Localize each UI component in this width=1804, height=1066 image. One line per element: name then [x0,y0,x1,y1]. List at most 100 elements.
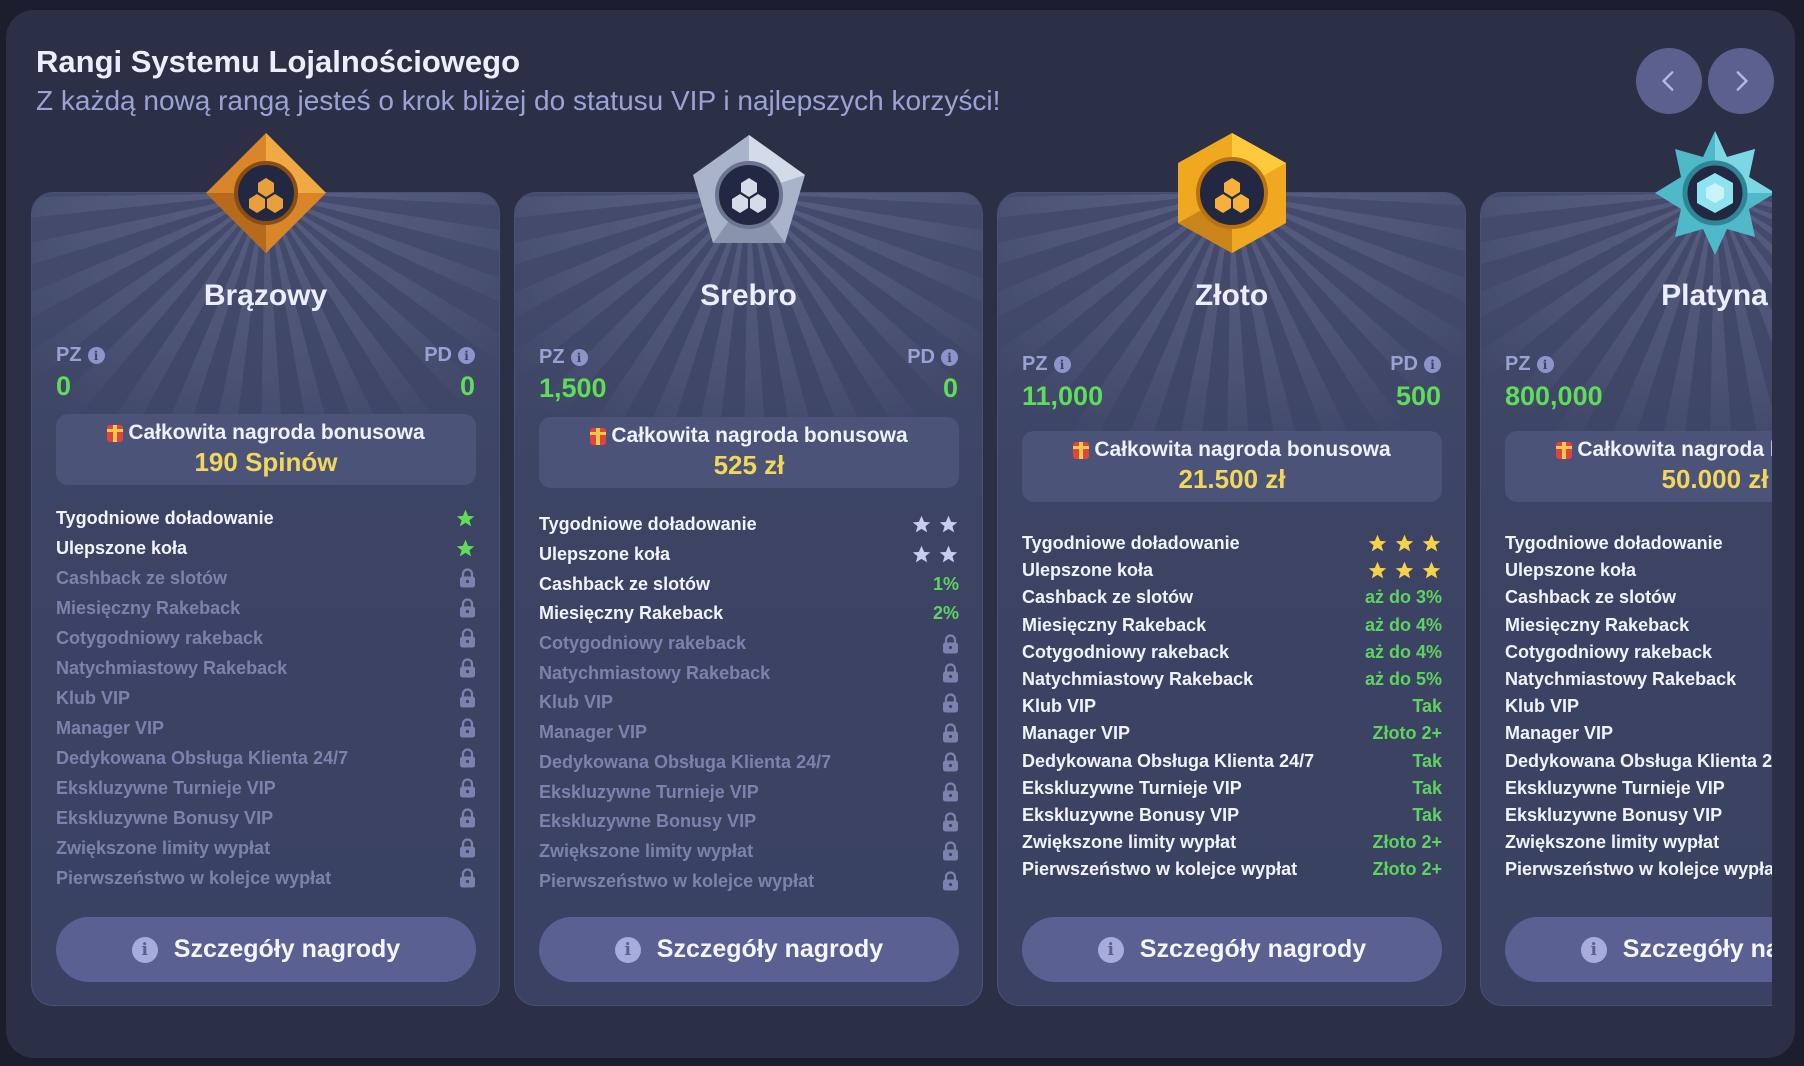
gift-icon [1073,441,1090,459]
feature-name: Manager VIP [56,717,165,738]
pd-label: PD i [1390,353,1441,376]
lock-icon [943,752,958,772]
feature-row: Tygodniowe doładowanie [56,503,476,533]
feature-name: Klub VIP [1022,696,1097,717]
feature-name: Dedykowana Obsługa Klienta 24/7 [539,751,832,772]
feature-value: 2% [932,603,959,624]
feature-name: Miesięczny Rakeback [1505,614,1690,635]
lock-icon [943,782,958,802]
feature-value-cell [459,568,476,588]
rank-card-2: Złoto PZ i PD i 11,000 500 Całkowita nagro… [997,133,1466,1006]
feature-value: aż do 3% [1364,587,1442,608]
feature-name: Ekskluzywne Turnieje VIP [1505,777,1725,798]
feature-row: Pierwszeństwo w kolejce wypłat [56,863,476,893]
reward-details-button[interactable]: i Szczegóły nagrody [539,917,959,982]
feature-name: Pierwszeństwo w kolejce wypłat [56,867,332,888]
feature-row: Dedykowana Obsługa Klienta 24/7 Tak [1022,748,1442,775]
feature-value-cell: 1% [933,574,959,595]
feature-row: Ekskluzywne Bonusy VIP [539,807,959,837]
reward-details-button[interactable]: i Szczegóły nagrody [1022,917,1442,982]
feature-value-cell: aż do 3% [1365,587,1442,608]
pz-label: PZ i [539,346,588,369]
star-icon [1422,562,1441,579]
lock-icon [943,693,958,713]
feature-name: Ekskluzywne Turnieje VIP [539,781,759,802]
feature-name: Cotygodniowy rakeback [1505,641,1713,662]
star-icon [1368,562,1387,579]
feature-row: Ekskluzywne Turnieje VIP [539,777,959,807]
feature-row: Tygodniowe doładowanie [539,510,959,540]
pz-label-text: PZ [539,346,565,368]
feature-row: Miesięczny Rakeback [1505,612,1772,639]
gift-icon [590,427,607,445]
bonus-label: Całkowita nagroda bonusowa [1094,438,1391,461]
bonus-label: Całkowita nagroda bonusowa [611,424,908,447]
feature-name: Miesięczny Rakeback [1022,614,1207,635]
reward-details-button[interactable]: i Szczegóły nagrody [1505,917,1772,982]
feature-value-cell: aż do 5% [1365,669,1442,690]
feature-name: Cotygodniowy rakeback [56,627,264,648]
feature-value-cell: Tak [1412,696,1442,717]
feature-value-cell: 2% [933,603,959,624]
feature-row: Klub VIP [1505,693,1772,720]
feature-name: Ulepszone koła [1022,560,1154,581]
info-icon[interactable]: i [941,349,958,366]
feature-row: Cotygodniowy rakeback [1505,639,1772,666]
feature-list: Tygodniowe doładowanie Ulepszone koła Cash… [1022,530,1442,883]
feature-value-cell [1367,560,1442,581]
info-icon[interactable]: i [1536,356,1554,373]
info-icon[interactable]: i [1053,356,1071,373]
feature-name: Miesięczny Rakeback [539,603,724,624]
rank-badge-icon [205,133,326,253]
gift-icon [107,424,124,442]
star-icon [1422,534,1441,552]
feature-value-cell: Tak [1412,751,1442,772]
chevron-right-icon [1736,71,1749,91]
feature-list: Tygodniowe doładowanie Ulepszone koła Cash… [539,510,959,896]
pz-label: PZ i [1505,353,1554,376]
feature-row: Ekskluzywne Turnieje VIP [56,773,476,803]
feature-value-cell [942,693,959,713]
feature-row: Pierwszeństwo w kolejce wypłat [539,866,959,896]
feature-name: Ekskluzywne Bonusy VIP [1022,804,1240,825]
feature-value-cell [459,628,476,648]
info-icon[interactable]: i [570,349,588,366]
star-icon [939,516,958,533]
reward-details-button[interactable]: i Szczegóły nagrody [56,917,476,982]
feature-name: Cotygodniowy rakeback [539,633,747,654]
lock-icon [943,871,958,891]
feature-row: Pierwszeństwo w kolejce wypłat [1505,856,1772,883]
feature-name: Ekskluzywne Turnieje VIP [1022,777,1242,798]
feature-row: Cashback ze slotów [56,563,476,593]
feature-value-cell [911,514,959,535]
reward-details-label: Szczegóły nagrody [173,935,401,963]
previous-button[interactable] [1636,48,1702,114]
info-icon[interactable]: i [458,347,475,364]
gift-icon [1556,441,1573,459]
rank-card-1: Srebro PZ i PD i 1,500 0 Całkowita nagroda… [514,135,983,1006]
feature-value-cell [459,718,476,738]
feature-name: Cashback ze slotów [1505,587,1677,608]
info-icon[interactable]: i [87,347,105,364]
info-icon: i [1580,936,1607,963]
star-icon [456,539,475,556]
pz-value: 1,500 [539,373,607,403]
feature-row: Tygodniowe doładowanie [1505,530,1772,557]
feature-row: Ulepszone koła [1505,557,1772,584]
feature-row: Dedykowana Obsługa Klienta 24/7 [1505,748,1772,775]
feature-value: Tak [1412,696,1442,717]
feature-row: Dedykowana Obsługa Klienta 24/7 [539,748,959,778]
feature-row: Zwiększone limity wypłat [1505,829,1772,856]
feature-value: Tak [1412,804,1442,825]
lock-icon [943,812,958,832]
feature-name: Ulepszone koła [56,537,188,558]
feature-name: Pierwszeństwo w kolejce wypłat [1022,859,1298,880]
pd-label: PD i [424,344,475,367]
next-button[interactable] [1708,48,1774,114]
info-icon[interactable]: i [1424,356,1441,373]
feature-row: Manager VIP [539,718,959,748]
feature-row: Ekskluzywne Bonusy VIP [56,803,476,833]
feature-name: Natychmiastowy Rakeback [1505,669,1737,690]
feature-value-cell [942,841,959,861]
lock-icon [460,868,475,888]
